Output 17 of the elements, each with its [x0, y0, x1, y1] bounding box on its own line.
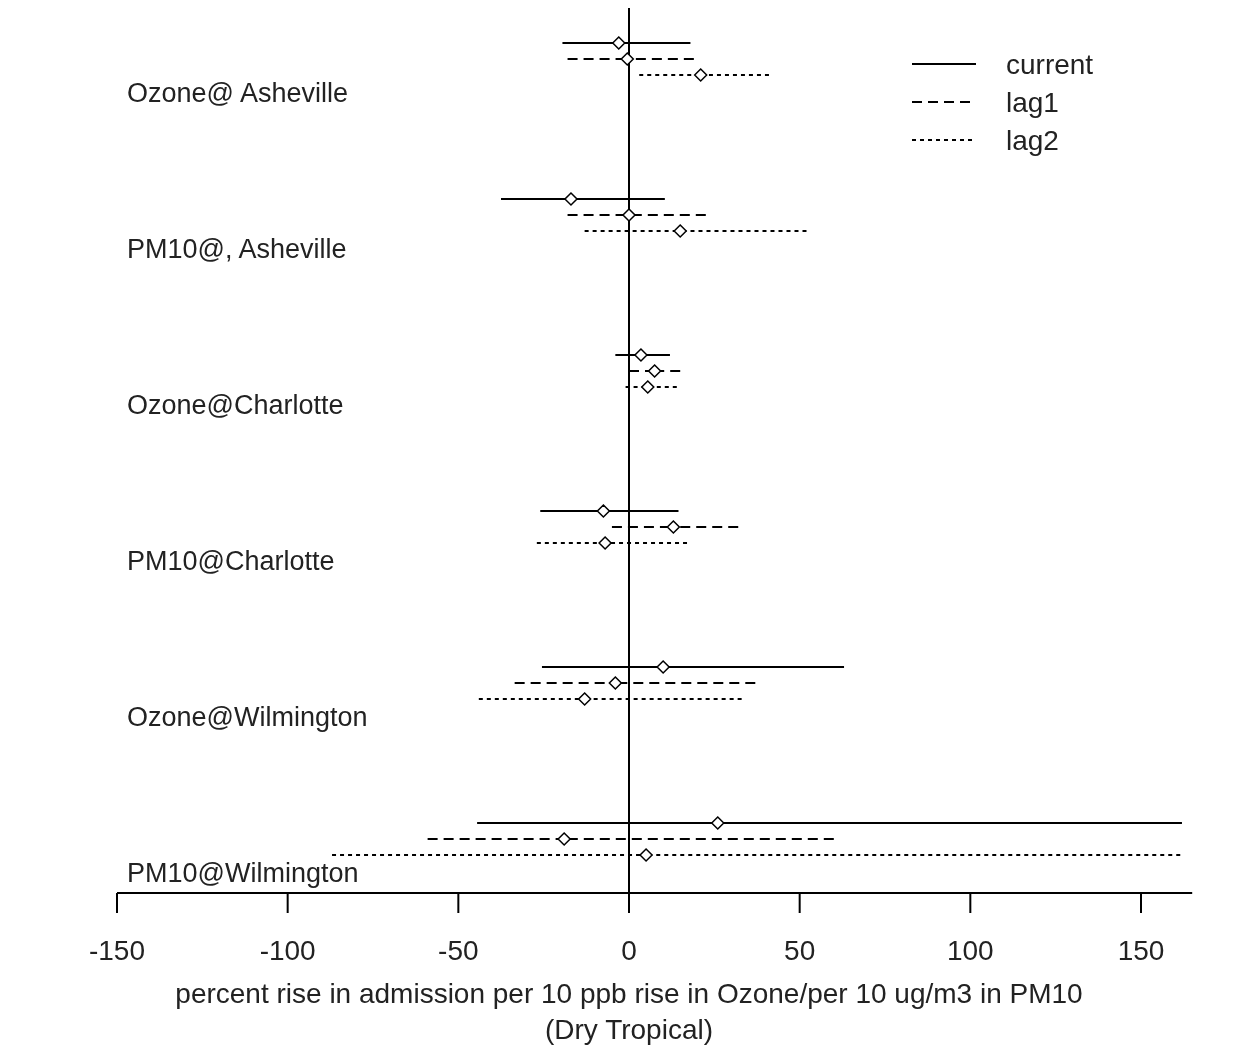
x-tick-label: -100: [259, 935, 316, 966]
x-tick-label: 0: [621, 935, 637, 966]
legend-label: current: [1006, 49, 1094, 80]
legend-label: lag1: [1006, 87, 1059, 118]
y-tick-label: Ozone@Charlotte: [127, 390, 344, 420]
y-tick-label: PM10@Wilmington: [127, 858, 359, 888]
x-tick-label: 50: [784, 935, 816, 966]
x-tick-label: 150: [1117, 935, 1165, 966]
y-tick-label: Ozone@ Asheville: [127, 78, 349, 108]
x-tick-label: 100: [946, 935, 994, 966]
x-tick-label: -150: [88, 935, 146, 966]
y-tick-label: PM10@Charlotte: [127, 546, 335, 576]
y-tick-label: Ozone@Wilmington: [127, 702, 368, 732]
x-axis-title: percent rise in admission per 10 ppb rise in Ozone/per 10 ug/m3 in PM10 (Dry Tropical): [175, 978, 1083, 1045]
y-tick-label: PM10@, Asheville: [127, 234, 347, 264]
x-tick-label: -50: [438, 935, 479, 966]
legend-label: lag2: [1006, 125, 1059, 156]
